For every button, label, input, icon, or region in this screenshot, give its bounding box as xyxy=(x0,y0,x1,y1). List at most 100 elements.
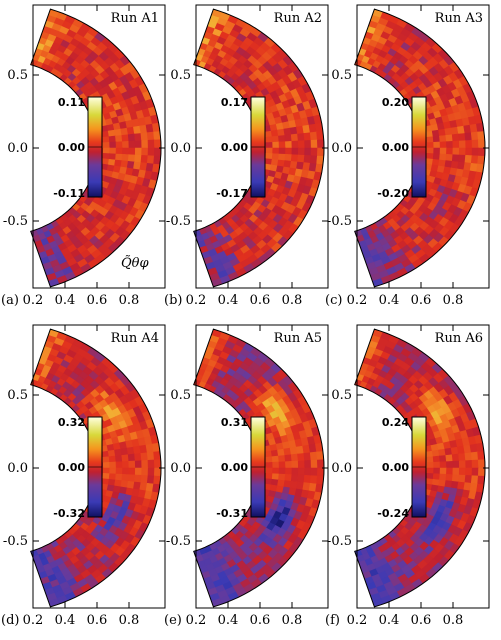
heatmap-cell xyxy=(304,139,312,149)
heatmap-cell xyxy=(285,140,293,149)
heatmap-cell xyxy=(426,467,435,475)
heatmap-cell xyxy=(140,452,149,462)
heatmap-cell xyxy=(278,135,286,143)
x-tick-label: 0.6 xyxy=(411,293,432,308)
heatmap-cell xyxy=(107,129,116,138)
heatmap-cell xyxy=(265,152,273,160)
heatmap-cell xyxy=(122,467,130,476)
heatmap-cell xyxy=(146,451,155,461)
heatmap-cell xyxy=(285,460,293,469)
panel-letter: (c) xyxy=(325,293,342,308)
run-label: Run A5 xyxy=(274,331,322,346)
x-tick-label: 0.8 xyxy=(282,613,303,628)
heatmap-cell xyxy=(278,147,286,155)
heatmap-cell xyxy=(265,472,273,480)
heatmap-cell xyxy=(271,473,280,481)
colorbar-zero-label: 0.00 xyxy=(221,141,248,154)
colorbar-min-label: -0.11 xyxy=(53,187,85,200)
heatmap-cell xyxy=(153,147,162,157)
heatmap-cell xyxy=(310,459,318,469)
heatmap-cell xyxy=(451,474,460,483)
plot-frame xyxy=(356,324,490,609)
heatmap-cell xyxy=(445,134,454,143)
heatmap-cell xyxy=(439,147,447,155)
heatmap-cell xyxy=(303,132,312,142)
heatmap-cell xyxy=(121,134,130,143)
heatmap-cell xyxy=(464,132,473,142)
plot-frame xyxy=(32,324,166,609)
panel-letter: (a) xyxy=(1,293,19,308)
heatmap-cell xyxy=(102,461,111,469)
colorbar-max-label: 0.32 xyxy=(58,416,85,429)
heatmap-cell xyxy=(102,467,111,475)
heatmap-cell xyxy=(102,456,110,464)
heatmap-cell xyxy=(477,467,485,477)
panel-letter: (d) xyxy=(1,613,19,628)
heatmap-cell xyxy=(291,460,299,469)
x-tick-label: 0.8 xyxy=(119,613,140,628)
heatmap-cell xyxy=(109,461,117,469)
heatmap-cell xyxy=(134,140,143,149)
heatmap-cell xyxy=(316,147,324,157)
heatmap-cell xyxy=(272,467,280,475)
heatmap-cell xyxy=(425,130,434,138)
x-tick-label: 0.6 xyxy=(250,613,271,628)
heatmap-cell xyxy=(439,461,447,469)
heatmap-cell xyxy=(303,452,312,462)
heatmap-cell xyxy=(278,473,286,481)
heatmap-cell xyxy=(102,141,111,149)
field-label: Q̃θφ xyxy=(121,255,149,271)
heatmap-cell xyxy=(146,131,155,141)
heatmap-cell xyxy=(284,473,293,482)
plot-frame xyxy=(195,324,329,609)
heatmap-cell xyxy=(431,129,440,138)
x-tick-label: 0.8 xyxy=(443,613,464,628)
heatmap-cell xyxy=(452,140,460,149)
heatmap-cell xyxy=(477,459,485,469)
heatmap-cell xyxy=(122,140,130,149)
heatmap-cell xyxy=(439,467,447,475)
heatmap-cell xyxy=(477,139,485,149)
heatmap-cell xyxy=(115,135,123,143)
heatmap-cell xyxy=(271,153,280,161)
heatmap-cell xyxy=(265,467,274,475)
heatmap-cell xyxy=(265,141,274,149)
y-tick-label: -0.5 xyxy=(166,534,191,549)
heatmap-cell xyxy=(141,467,149,477)
heatmap-cell xyxy=(291,140,299,149)
heatmap-cell xyxy=(309,131,318,141)
heatmap-cell xyxy=(445,473,454,482)
heatmap-cell xyxy=(445,454,454,463)
heatmap-cell xyxy=(464,452,473,462)
heatmap-cell xyxy=(290,453,299,462)
heatmap-cell xyxy=(101,130,110,138)
x-tick-label: 0.4 xyxy=(379,293,400,308)
heatmap-cell xyxy=(128,140,136,149)
heatmap-cell xyxy=(265,461,274,469)
x-tick-label: 0.4 xyxy=(218,293,239,308)
x-tick-label: 0.6 xyxy=(87,293,108,308)
heatmap-cell xyxy=(297,133,305,142)
heatmap-cell xyxy=(439,153,447,161)
heatmap-field xyxy=(354,329,485,607)
plot-frame xyxy=(32,4,166,289)
heatmap-cell xyxy=(140,154,149,164)
heatmap-cell xyxy=(115,455,123,463)
heatmap-cell xyxy=(458,453,466,462)
x-tick-label: 0.6 xyxy=(250,293,271,308)
heatmap-cell xyxy=(426,456,434,464)
heatmap-cell xyxy=(108,135,117,143)
x-tick-label: 0.8 xyxy=(119,293,140,308)
run-label: Run A2 xyxy=(274,11,322,26)
heatmap-cell xyxy=(121,454,130,463)
heatmap-cell xyxy=(272,141,280,149)
heatmap-cell xyxy=(102,152,110,160)
heatmap-cell xyxy=(264,130,273,138)
heatmap-cell xyxy=(464,154,473,164)
y-tick-label: -0.5 xyxy=(3,534,28,549)
y-tick-label: 0.0 xyxy=(170,461,191,476)
heatmap-cell xyxy=(465,139,473,149)
heatmap-cell xyxy=(128,147,136,156)
heatmap-cell xyxy=(465,147,473,157)
